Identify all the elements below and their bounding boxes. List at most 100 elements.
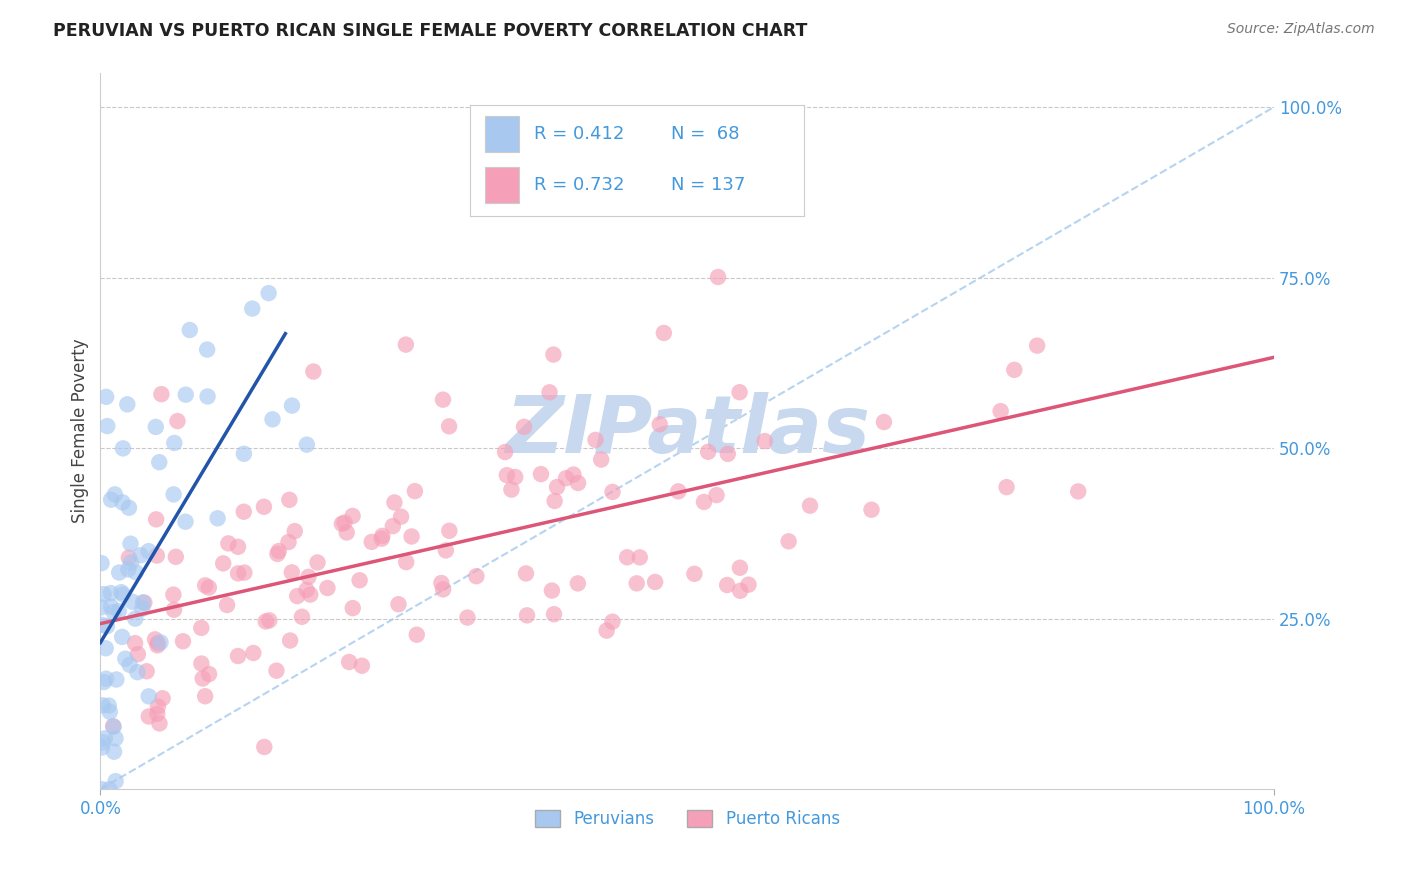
Point	[118, 500, 141, 515]
Point	[197, 389, 219, 403]
Point	[135, 665, 157, 679]
Point	[127, 665, 149, 680]
Text: ZIPatlas: ZIPatlas	[505, 392, 870, 470]
Point	[124, 636, 146, 650]
Point	[163, 603, 186, 617]
Point	[295, 582, 318, 597]
Point	[503, 470, 526, 484]
Point	[585, 433, 607, 447]
Point	[194, 578, 217, 592]
Point	[146, 706, 169, 721]
Point	[138, 709, 160, 723]
Point	[456, 610, 478, 624]
Point	[226, 540, 249, 554]
Point	[716, 578, 738, 592]
Point	[125, 565, 148, 579]
Point	[299, 588, 322, 602]
Point	[195, 343, 218, 357]
Point	[330, 516, 353, 531]
Point	[101, 719, 124, 733]
Point	[150, 387, 173, 401]
Point	[333, 516, 356, 530]
Point	[648, 417, 671, 432]
Point	[91, 735, 114, 749]
Point	[990, 404, 1012, 418]
Point	[163, 436, 186, 450]
Point	[302, 365, 325, 379]
Point	[174, 387, 197, 401]
Point	[165, 549, 187, 564]
Point	[93, 675, 115, 690]
Point	[541, 583, 564, 598]
Point	[706, 488, 728, 502]
Point	[120, 556, 142, 570]
Point	[626, 576, 648, 591]
Point	[143, 632, 166, 647]
Point	[616, 550, 638, 565]
Point	[105, 673, 128, 687]
Point	[387, 597, 409, 611]
Point	[233, 566, 256, 580]
Point	[432, 392, 454, 407]
Point	[395, 337, 418, 351]
Point	[395, 555, 418, 569]
Point	[285, 589, 308, 603]
Point	[281, 399, 304, 413]
Point	[207, 511, 229, 525]
Point	[389, 509, 412, 524]
Point	[103, 745, 125, 759]
Point	[316, 581, 339, 595]
Point	[277, 535, 299, 549]
Point	[104, 774, 127, 789]
Point	[253, 739, 276, 754]
Point	[437, 419, 460, 434]
Point	[350, 658, 373, 673]
Point	[217, 536, 239, 550]
Point	[131, 601, 153, 615]
Point	[198, 667, 221, 681]
Point	[97, 698, 120, 713]
Point	[295, 437, 318, 451]
Point	[91, 740, 114, 755]
Point	[717, 447, 740, 461]
Point	[121, 595, 143, 609]
Point	[94, 641, 117, 656]
Point	[737, 577, 759, 591]
Point	[146, 699, 169, 714]
Point	[98, 782, 121, 797]
Point	[439, 524, 461, 538]
Point	[401, 529, 423, 543]
Point	[194, 690, 217, 704]
Point	[336, 525, 359, 540]
Point	[259, 613, 281, 627]
Point	[370, 532, 392, 546]
Point	[91, 698, 114, 713]
Point	[114, 651, 136, 665]
Point	[284, 524, 307, 538]
Point	[152, 691, 174, 706]
Point	[104, 487, 127, 501]
Point	[100, 599, 122, 614]
Point	[232, 505, 254, 519]
Point	[138, 690, 160, 704]
Point	[94, 731, 117, 746]
Point	[1026, 338, 1049, 352]
Point	[174, 515, 197, 529]
Y-axis label: Single Female Poverty: Single Female Poverty	[72, 339, 89, 524]
Text: Source: ZipAtlas.com: Source: ZipAtlas.com	[1227, 22, 1375, 37]
Point	[134, 596, 156, 610]
Point	[266, 547, 288, 561]
Point	[145, 512, 167, 526]
Point	[337, 655, 360, 669]
Point	[190, 657, 212, 671]
Point	[127, 647, 149, 661]
Point	[430, 576, 453, 591]
Point	[267, 544, 290, 558]
Point	[405, 628, 427, 642]
Point	[384, 495, 406, 509]
Point	[546, 480, 568, 494]
Point	[644, 574, 666, 589]
Point	[697, 445, 720, 459]
Point	[799, 499, 821, 513]
Point	[94, 672, 117, 686]
